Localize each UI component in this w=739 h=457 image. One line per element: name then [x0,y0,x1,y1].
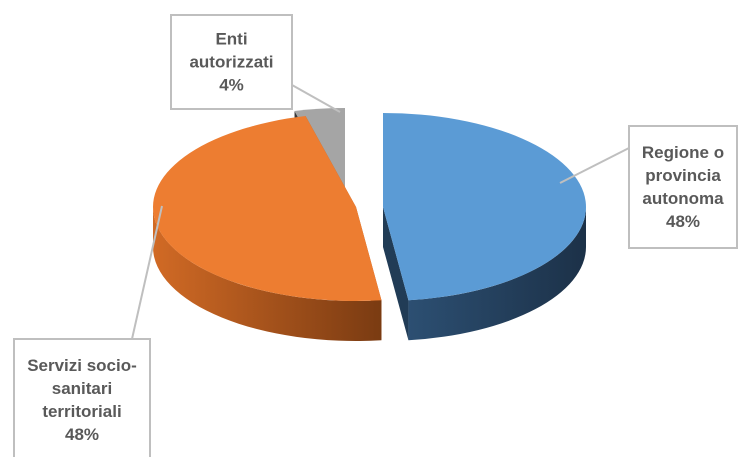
data-label-0: Regione o provincia autonoma 48% [560,126,737,248]
label-text-0: Regione o [642,143,724,162]
label-percent-1: 48% [65,425,99,444]
label-percent-0: 48% [666,212,700,231]
label-text-1: Servizi socio- [27,356,137,375]
label-text-2: autorizzati [189,53,273,72]
label-text-1: territoriali [42,402,121,421]
leader-line-0 [560,148,629,183]
data-label-1: Servizi socio-sanitari territoriali 48% [14,206,162,457]
label-text-0: provincia [645,166,721,185]
label-text-2: Enti [215,30,247,49]
label-text-0: autonoma [642,189,724,208]
pie-slices [153,108,586,341]
leader-line-1 [132,206,162,339]
leader-line-2 [292,85,340,112]
data-label-2: Enti autorizzati 4% [171,15,340,112]
label-percent-2: 4% [219,76,244,95]
pie-slice-1 [153,116,381,341]
pie-slice-0 [383,113,586,340]
label-text-1: sanitari [52,379,112,398]
